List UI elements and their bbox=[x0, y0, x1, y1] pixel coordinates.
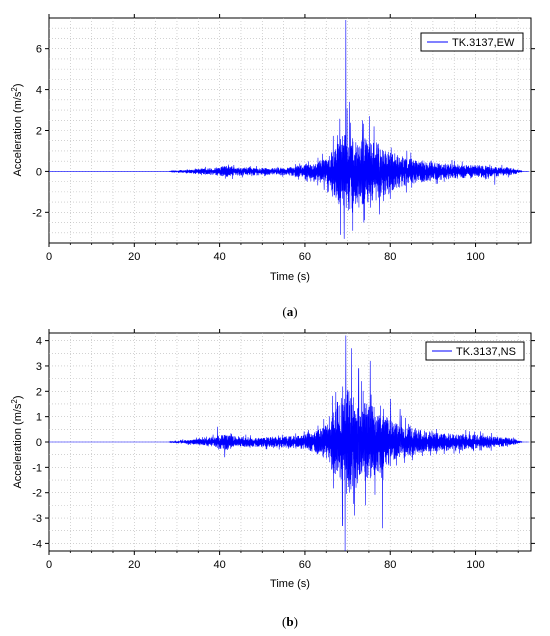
y-axis-label-a-main: Acceleration (m/s bbox=[12, 91, 24, 176]
x-tick-label: 100 bbox=[466, 251, 484, 263]
y-tick-label: -2 bbox=[32, 207, 42, 219]
caption-b-letter: b bbox=[286, 614, 293, 629]
x-tick-label: 80 bbox=[384, 251, 396, 263]
x-tick-label: 20 bbox=[128, 559, 140, 571]
x-tick-label: 0 bbox=[46, 251, 52, 263]
legend-box-a bbox=[420, 32, 524, 52]
y-axis-label-b: Acceleration (m/s2) bbox=[10, 395, 24, 488]
series-trace-b bbox=[49, 335, 529, 552]
y-tick-label: -3 bbox=[32, 513, 42, 525]
caption-a-letter: a bbox=[287, 304, 294, 319]
caption-a: (a) bbox=[282, 304, 297, 319]
axis-ticks-b: 0 20 40 60 80 100 -4 -3 -2 -1 0 1 2 3 4 bbox=[32, 329, 535, 571]
y-axis-label-a: Acceleration (m/s2) bbox=[10, 83, 24, 176]
x-tick-label: 100 bbox=[466, 559, 484, 571]
x-tick-label: 40 bbox=[213, 559, 225, 571]
legend-a: TK.3137,EW bbox=[420, 32, 524, 52]
legend-label-a: TK.3137,EW bbox=[452, 37, 515, 49]
y-tick-label: 4 bbox=[36, 85, 42, 97]
y-axis-label-b-main: Acceleration (m/s bbox=[12, 403, 24, 488]
x-tick-label: 80 bbox=[384, 559, 396, 571]
y-axis-label-a-sup: 2 bbox=[10, 87, 19, 92]
caption-b: (b) bbox=[282, 614, 298, 629]
y-tick-label: 2 bbox=[36, 126, 42, 138]
series-line bbox=[49, 20, 529, 239]
y-tick-label: 2 bbox=[36, 386, 42, 398]
series-line bbox=[49, 335, 529, 552]
x-tick-label: 40 bbox=[213, 251, 225, 263]
x-axis-label-b: Time (s) bbox=[270, 578, 310, 590]
y-tick-label: -4 bbox=[32, 538, 42, 550]
y-tick-label: 4 bbox=[36, 336, 42, 348]
y-tick-label: 1 bbox=[36, 412, 42, 424]
chart-b: 0 20 40 60 80 100 -4 -3 -2 -1 0 1 2 3 4 TK.3137,NS Tim… bbox=[10, 329, 535, 629]
y-axis-label-b-end: ) bbox=[12, 395, 24, 399]
x-tick-label: 60 bbox=[299, 251, 311, 263]
legend-label-b: TK.3137,NS bbox=[456, 346, 516, 358]
y-axis-label-a-end: ) bbox=[12, 83, 24, 87]
grid-a bbox=[49, 18, 531, 243]
x-axis-label-a: Time (s) bbox=[270, 271, 310, 283]
legend-box-b bbox=[425, 341, 525, 361]
legend-b: TK.3137,NS bbox=[425, 341, 525, 361]
chart-a: 0 20 40 60 80 100 -2 0 2 4 6 TK.3137,EW Time (s) A… bbox=[10, 14, 535, 319]
y-tick-label: 0 bbox=[36, 166, 42, 178]
axis-ticks-a: 0 20 40 60 80 100 -2 0 2 4 6 bbox=[32, 14, 535, 263]
y-tick-label: -1 bbox=[32, 462, 42, 474]
y-axis-label-b-sup: 2 bbox=[10, 399, 19, 404]
x-tick-label: 20 bbox=[128, 251, 140, 263]
series-trace-a bbox=[49, 20, 529, 239]
x-tick-label: 0 bbox=[46, 559, 52, 571]
y-tick-label: 3 bbox=[36, 361, 42, 373]
y-tick-label: 6 bbox=[36, 44, 42, 56]
y-tick-label: 0 bbox=[36, 437, 42, 449]
y-tick-label: -2 bbox=[32, 488, 42, 500]
x-tick-label: 60 bbox=[299, 559, 311, 571]
